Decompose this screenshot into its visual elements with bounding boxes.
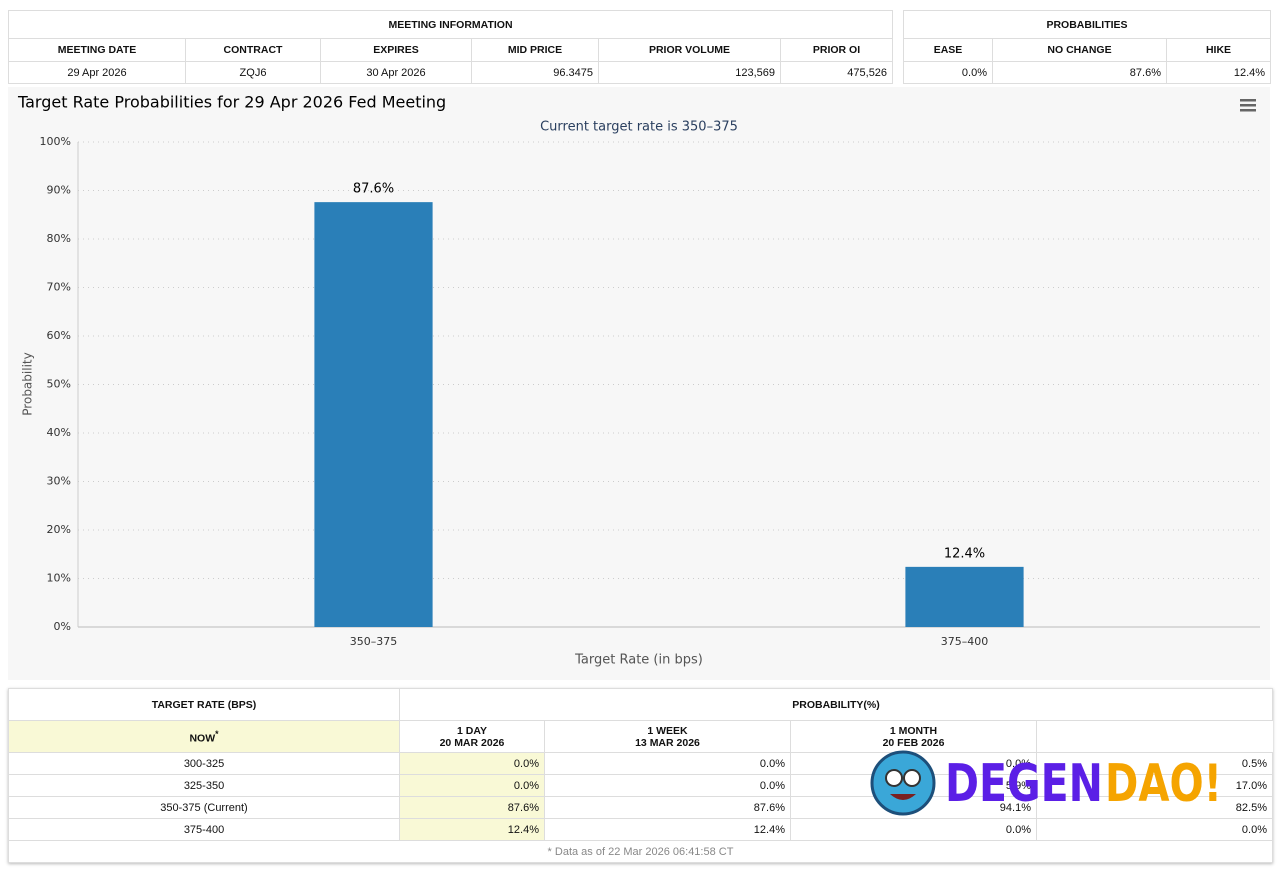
group-header: PROBABILITY(%) xyxy=(399,688,1273,721)
watermark: DEGEN DAO! xyxy=(870,750,1222,816)
cell: 300-325 xyxy=(8,752,400,775)
x-tick-label: 375–400 xyxy=(941,635,989,648)
column-note: * xyxy=(215,728,219,739)
watermark-avatar xyxy=(870,750,936,816)
column-header: NOW* xyxy=(8,720,400,753)
cell: 0.0% xyxy=(399,752,545,775)
cell: 0.0% xyxy=(903,61,993,84)
column-label: NOW xyxy=(189,732,216,745)
menu-button[interactable] xyxy=(1238,97,1258,115)
column-header: PRIOR VOLUME xyxy=(598,38,781,62)
cell: 12.4% xyxy=(1165,61,1272,84)
cell: 29 Apr 2026 xyxy=(8,61,186,84)
y-tick-label: 100% xyxy=(40,135,71,148)
y-tick-label: 10% xyxy=(47,572,71,585)
cell: 87.6% xyxy=(992,61,1167,84)
cell: 17.0% xyxy=(1036,774,1273,797)
y-tick-label: 50% xyxy=(47,378,71,391)
cell: 0.0% xyxy=(544,774,791,797)
column-header: CONTRACT xyxy=(185,38,321,62)
column-header: NO CHANGE xyxy=(992,38,1167,62)
column-header: 1 WEEK 13 MAR 2026 xyxy=(544,720,791,753)
chart: Target Rate Probabilities for 29 Apr 202… xyxy=(8,87,1270,680)
watermark-text: DAO! xyxy=(1105,754,1222,814)
cell: 375-400 xyxy=(8,818,400,841)
data-row: 29 Apr 2026 ZQJ6 30 Apr 2026 96.3475 123,569… xyxy=(8,61,894,84)
watermark-text: DEGEN xyxy=(945,754,1103,814)
table-title: PROBABILITIES xyxy=(902,10,1272,39)
y-tick-label: 60% xyxy=(47,329,71,342)
data-row: 375-400 12.4% 12.4% 0.0% 0.0% xyxy=(8,818,1273,841)
cell: ZQJ6 xyxy=(185,61,321,84)
cell: 475,526 xyxy=(779,61,894,84)
cell: 30 Apr 2026 xyxy=(320,61,472,84)
column-header: TARGET RATE (BPS) xyxy=(8,688,400,721)
meeting-table: MEETING INFORMATION MEETING DATE CONTRACT… xyxy=(7,10,894,84)
cell: 12.4% xyxy=(399,818,545,841)
column-header: 1 DAY 20 MAR 2026 xyxy=(399,720,545,753)
cell: 87.6% xyxy=(544,796,791,819)
cell: 325-350 xyxy=(8,774,400,797)
bar xyxy=(314,202,433,627)
y-tick-label: 90% xyxy=(47,184,71,197)
y-tick-label: 70% xyxy=(47,281,71,294)
data-row: 0.0% 87.6% 12.4% xyxy=(903,61,1272,84)
footnote: * Data as of 22 Mar 2026 06:41:58 CT xyxy=(8,840,1273,863)
y-tick-label: 80% xyxy=(47,232,71,245)
cell: 0.0% xyxy=(1036,818,1273,841)
column-label: 1 DAY xyxy=(457,724,487,737)
cell: 87.6% xyxy=(399,796,545,819)
footnote-row: * Data as of 22 Mar 2026 06:41:58 CT xyxy=(8,840,1273,863)
cell: 0.0% xyxy=(399,774,545,797)
table-title: MEETING INFORMATION xyxy=(7,10,894,39)
header-row: MEETING DATE CONTRACT EXPIRES MID PRICE PRIO… xyxy=(8,38,894,62)
column-header: MEETING DATE xyxy=(8,38,186,62)
cell: 123,569 xyxy=(598,61,781,84)
data-label: 87.6% xyxy=(353,182,394,197)
x-axis-label: Target Rate (in bps) xyxy=(574,653,703,668)
y-tick-label: 0% xyxy=(54,620,71,633)
chart-background xyxy=(8,87,1270,680)
cell: 350-375 (Current) xyxy=(8,796,400,819)
data-row: 325-350 0.0% 0.0% 5.9% 17.0% xyxy=(8,774,1273,797)
probabilities-table: PROBABILITIES EASE NO CHANGE HIKE 0.0% 87.6%… xyxy=(902,10,1272,84)
y-tick-label: 40% xyxy=(47,426,71,439)
data-label: 12.4% xyxy=(944,546,985,561)
header-row: EASE NO CHANGE HIKE xyxy=(903,38,1272,62)
bar xyxy=(905,566,1024,627)
cell: 0.0% xyxy=(544,752,791,775)
y-tick-label: 20% xyxy=(47,523,71,536)
column-date: 13 MAR 2026 xyxy=(635,736,700,749)
column-date: 20 MAR 2026 xyxy=(439,736,505,749)
y-axis-label: Probability xyxy=(21,352,35,415)
column-header: EXPIRES xyxy=(320,38,472,62)
chart-subtitle: Current target rate is 350–375 xyxy=(540,120,738,135)
cell: 12.4% xyxy=(544,818,791,841)
column-label: 1 MONTH xyxy=(889,724,938,737)
column-date: 20 FEB 2026 xyxy=(882,736,945,749)
y-tick-label: 30% xyxy=(47,475,71,488)
cell: 0.0% xyxy=(790,818,1037,841)
cell: 96.3475 xyxy=(471,61,599,84)
x-tick-label: 350–375 xyxy=(350,635,398,648)
column-header: MID PRICE xyxy=(471,38,599,62)
column-label: 1 WEEK xyxy=(647,724,688,737)
chart-title: Target Rate Probabilities for 29 Apr 202… xyxy=(17,93,446,112)
column-header: HIKE xyxy=(1165,38,1272,62)
column-header: PRIOR OI xyxy=(779,38,894,62)
column-header: EASE xyxy=(903,38,993,62)
